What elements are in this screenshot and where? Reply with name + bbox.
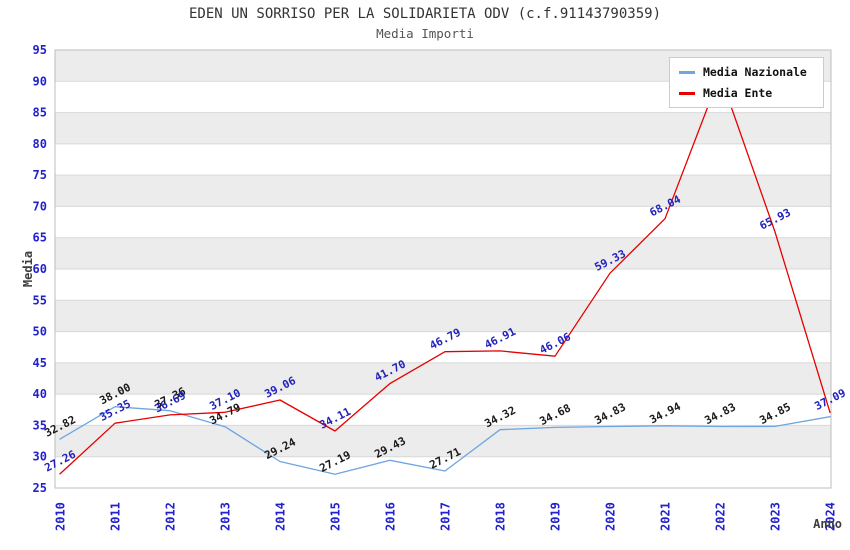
y-axis-tick-label: 90 (33, 74, 47, 88)
y-axis-tick-label: 85 (33, 106, 47, 120)
y-axis-tick-label: 60 (33, 262, 47, 276)
x-axis-tick-label: 2015 (329, 502, 343, 531)
point-label: 34.83 (592, 400, 627, 427)
legend-item-media-nazionale: Media Nazionale (679, 65, 823, 79)
y-axis-title: Media (21, 250, 35, 288)
y-axis-tick-label: 80 (33, 137, 47, 151)
y-axis-tick-label: 70 (33, 199, 47, 213)
point-label-group: 34.68 (537, 401, 572, 428)
legend-label: Media Nazionale (703, 65, 807, 79)
point-label: 34.94 (647, 400, 683, 427)
series-line-media-ente (59, 74, 831, 475)
plot-band (55, 112, 831, 144)
point-label: 34.85 (757, 400, 792, 427)
point-label: 65.93 (757, 206, 792, 233)
series-line-media-nazionale (59, 406, 831, 475)
point-label: 46.06 (537, 330, 573, 357)
legend-item-media-ente: Media Ente (679, 86, 823, 100)
x-axis-tick-label: 2016 (384, 502, 398, 531)
point-label-group: 65.93 (757, 206, 792, 233)
y-axis-tick-label: 75 (33, 168, 47, 182)
y-axis-tick-label: 55 (33, 293, 47, 307)
x-axis-tick-label: 2020 (604, 502, 618, 531)
x-axis-tick-label: 2024 (824, 502, 838, 531)
x-axis-tick-label: 2011 (109, 502, 123, 531)
plot-band (55, 175, 831, 207)
point-label-group: 34.94 (647, 400, 683, 427)
y-axis-tick-label: 95 (33, 43, 47, 57)
plot-band (55, 425, 831, 457)
legend-swatch-ente-icon (679, 91, 695, 95)
legend: Media Nazionale Media Ente (669, 57, 824, 108)
y-axis-tick-label: 50 (33, 325, 47, 339)
x-axis-tick-label: 2023 (769, 502, 783, 531)
point-label: 34.68 (537, 401, 572, 428)
y-axis-tick-label: 25 (33, 481, 47, 495)
plot-band (55, 300, 831, 332)
plot-band (55, 237, 831, 269)
x-axis-tick-label: 2012 (164, 502, 178, 531)
x-axis-tick-label: 2017 (439, 502, 453, 531)
x-axis-tick-label: 2014 (274, 502, 288, 531)
point-label: 34.83 (702, 400, 737, 427)
x-axis-tick-label: 2018 (494, 502, 508, 531)
x-axis-title: Anno (813, 517, 842, 531)
y-axis-tick-label: 65 (33, 231, 47, 245)
x-axis-tick-label: 2019 (549, 502, 563, 531)
plot-border (54, 49, 832, 489)
y-axis-tick-label: 45 (33, 356, 47, 370)
y-axis-tick-label: 40 (33, 387, 47, 401)
y-axis-tick-label: 35 (33, 418, 47, 432)
plot-band (55, 362, 831, 395)
x-axis-tick-label: 2021 (659, 502, 673, 531)
x-axis-tick-label: 2022 (714, 502, 728, 531)
chart-title: EDEN UN SORRISO PER LA SOLIDARIETA ODV (… (188, 6, 661, 22)
point-label-group: 34.83 (702, 400, 737, 427)
legend-swatch-nazionale-icon (679, 70, 695, 74)
point-label-group: 46.06 (537, 330, 573, 357)
point-label-group: 34.85 (757, 400, 792, 427)
y-axis-tick-label: 30 (33, 450, 47, 464)
chart-subtitle: Media Importi (376, 26, 474, 41)
point-label-group: 34.83 (592, 400, 627, 427)
x-axis-tick-label: 2010 (54, 502, 68, 531)
legend-label: Media Ente (703, 86, 773, 100)
x-axis-tick-label: 2013 (219, 502, 233, 531)
